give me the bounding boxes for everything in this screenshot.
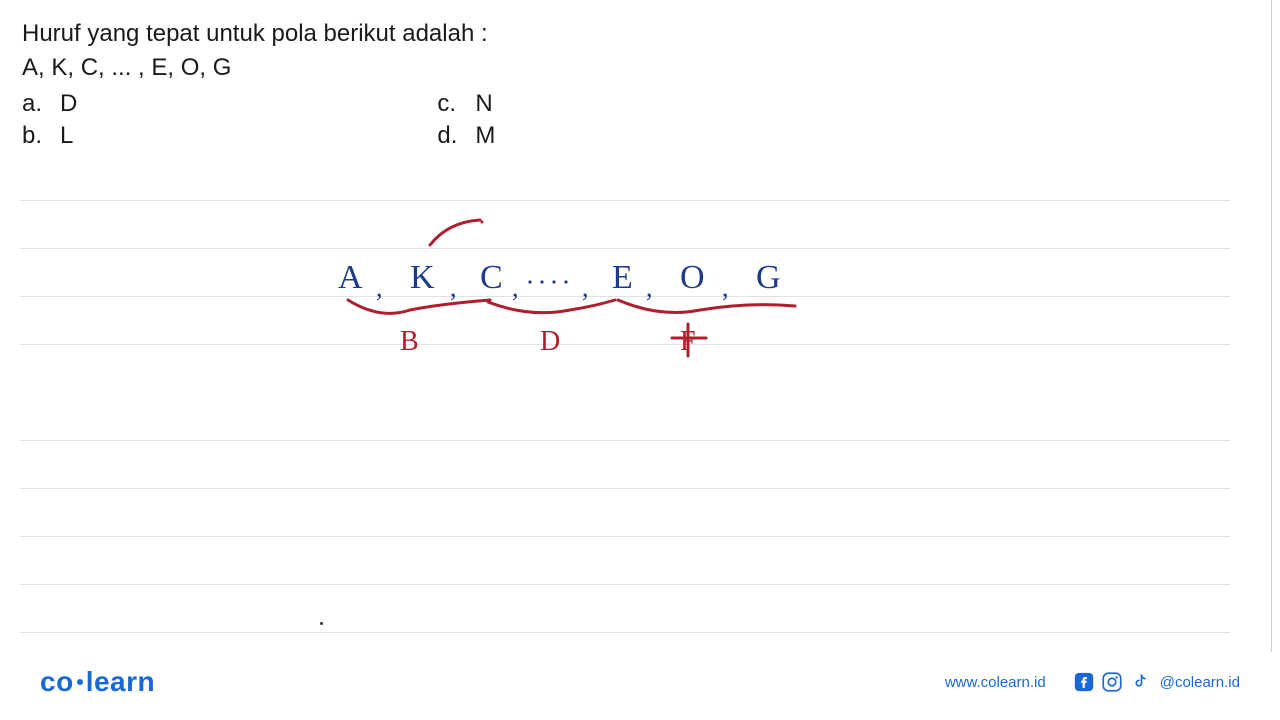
hw-letter-E: E <box>612 259 633 296</box>
option-c: c. N <box>437 90 495 118</box>
rule-line <box>20 200 1230 201</box>
option-value: D <box>60 90 77 118</box>
option-value: M <box>475 122 495 150</box>
hw-comma: , <box>582 273 589 302</box>
arc-dot <box>481 221 484 224</box>
rule-line <box>20 440 1230 441</box>
option-d: d. M <box>437 122 495 150</box>
hw-letter-O: O <box>680 259 705 296</box>
hw-letter-G: G <box>756 259 781 296</box>
vertical-divider <box>1271 0 1272 652</box>
logo-right: learn <box>86 666 155 697</box>
handwritten-work: A , K , C , , E , O , G B D F <box>330 210 860 370</box>
hw-comma: , <box>646 273 653 302</box>
rule-line <box>20 488 1230 489</box>
underbrace-2 <box>488 300 615 313</box>
site-url: www.colearn.id <box>945 674 1046 691</box>
question-text: Huruf yang tepat untuk pola berikut adal… <box>22 20 1258 48</box>
rule-line <box>20 632 1230 633</box>
hw-letter-A: A <box>338 259 363 296</box>
social-handle: @colearn.id <box>1160 674 1240 691</box>
stray-dot <box>320 622 323 625</box>
question-block: Huruf yang tepat untuk pola berikut adal… <box>22 20 1258 150</box>
option-b: b. L <box>22 122 77 150</box>
arc-stroke <box>430 220 480 245</box>
footer: colearn www.colearn.id @colearn.id <box>0 666 1280 698</box>
rule-line <box>20 536 1230 537</box>
hw-dot <box>564 280 567 283</box>
hw-comma: , <box>722 273 729 302</box>
logo-left: co <box>40 666 74 697</box>
option-value: N <box>475 90 492 118</box>
options-grid: a. D b. L c. N d. M <box>22 90 1258 150</box>
hw-comma: , <box>450 273 457 302</box>
instagram-icon <box>1102 672 1122 692</box>
hw-comma: , <box>376 273 383 302</box>
brand-logo: colearn <box>40 666 155 698</box>
underbrace-3 <box>618 300 795 312</box>
option-value: L <box>60 122 73 150</box>
skip-label-D: D <box>540 326 560 357</box>
hw-dot <box>528 280 531 283</box>
facebook-icon <box>1074 672 1094 692</box>
question-sequence: A, K, C, ... , E, O, G <box>22 54 1258 82</box>
hw-comma: , <box>512 273 519 302</box>
option-letter: b. <box>22 122 60 150</box>
options-col-left: a. D b. L <box>22 90 77 150</box>
hw-dot <box>540 280 543 283</box>
hw-dot <box>552 280 555 283</box>
skip-label-B: B <box>400 326 419 357</box>
underbrace-1 <box>348 300 490 313</box>
options-col-right: c. N d. M <box>437 90 495 150</box>
social-icons: @colearn.id <box>1074 672 1240 692</box>
hw-letter-C: C <box>480 259 503 296</box>
rule-line <box>20 584 1230 585</box>
option-letter: d. <box>437 122 475 150</box>
logo-dot-icon <box>77 679 83 685</box>
tiktok-icon <box>1130 672 1150 692</box>
hw-letter-K: K <box>410 259 435 296</box>
page: Huruf yang tepat untuk pola berikut adal… <box>0 0 1280 720</box>
option-a: a. D <box>22 90 77 118</box>
option-letter: a. <box>22 90 60 118</box>
option-letter: c. <box>437 90 475 118</box>
